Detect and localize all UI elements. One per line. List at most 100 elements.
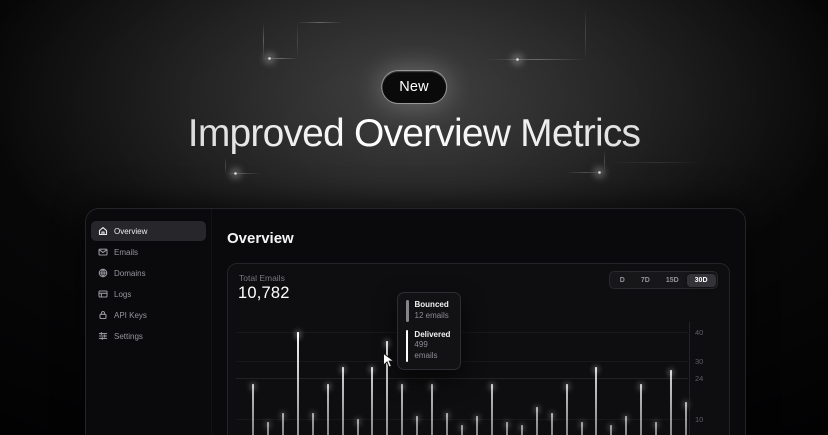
y-tick-label: 30	[695, 357, 704, 366]
chart-bar[interactable]	[685, 401, 687, 435]
bar-glow-tip	[505, 421, 508, 427]
chart-bar[interactable]	[461, 424, 463, 435]
chart-bar[interactable]	[266, 421, 269, 435]
decor-line	[225, 173, 261, 174]
y-tick-label: 40	[695, 328, 704, 337]
chart-bar[interactable]	[341, 366, 344, 435]
chart-bar[interactable]	[505, 421, 508, 435]
sidebar-nav: Overview Emails Domains Logs API Keys Setting…	[86, 221, 211, 346]
tooltip-value: 499 emails	[414, 340, 438, 361]
decor-glow-dot	[597, 170, 602, 175]
bar-glow-tip	[535, 407, 538, 413]
metric-label: Total Emails	[239, 273, 285, 283]
bar-glow-tip	[461, 424, 463, 430]
decor-line	[263, 58, 298, 59]
chart-bar-highlighted[interactable]	[386, 340, 389, 435]
tooltip-entry-bounced: Bounced 12 emails	[406, 300, 452, 322]
gridline	[236, 378, 688, 380]
chart-bar[interactable]	[670, 369, 672, 435]
decor-line	[565, 172, 605, 173]
decor-glow-dot	[267, 56, 272, 61]
sidebar-item-api-keys[interactable]: API Keys	[91, 305, 206, 325]
bar-glow-tip	[446, 413, 449, 419]
bar-glow-tip	[625, 416, 628, 422]
chart-bar[interactable]	[580, 421, 583, 435]
globe-icon	[98, 268, 108, 278]
y-tick-label: 10	[695, 415, 704, 424]
chart-bar[interactable]	[625, 416, 628, 435]
bar-glow-tip	[640, 384, 643, 390]
sliders-icon	[98, 332, 108, 340]
tooltip-entry-delivered: Delivered 499 emails	[406, 329, 452, 362]
bar-glow-tip	[670, 369, 672, 375]
chart-bar[interactable]	[416, 416, 419, 435]
logs-icon	[98, 290, 108, 298]
chart-bar[interactable]	[475, 416, 478, 435]
chart-bar[interactable]	[610, 424, 613, 435]
sidebar-item-overview[interactable]: Overview	[91, 221, 206, 241]
chart-bar[interactable]	[640, 384, 643, 435]
page-title: Overview	[227, 230, 294, 247]
chart-bar[interactable]	[281, 413, 284, 435]
range-option-15d[interactable]: 15D	[665, 276, 679, 284]
sidebar-item-settings[interactable]: Settings	[91, 326, 206, 346]
chart-bar[interactable]	[371, 366, 374, 435]
bar-glow-tip	[281, 413, 284, 419]
new-badge: New	[382, 71, 446, 103]
tooltip-indicator	[406, 329, 409, 362]
dashboard-window: Overview Emails Domains Logs API Keys Setting…	[85, 208, 746, 435]
chart-bar[interactable]	[252, 384, 254, 435]
chart-bar[interactable]	[431, 384, 434, 435]
gridline	[236, 361, 688, 362]
sidebar-item-emails[interactable]: Emails	[91, 242, 206, 262]
chart-bar[interactable]	[565, 384, 568, 435]
y-tick-label: 24	[695, 374, 704, 384]
bar-glow-tip	[326, 384, 329, 390]
chart-tooltip: Bounced 12 emails Delivered 499 emails	[397, 292, 461, 370]
home-icon	[98, 227, 108, 236]
bar-glow-tip	[490, 384, 493, 390]
sidebar-item-domains[interactable]: Domains	[91, 263, 206, 283]
chart-bar[interactable]	[311, 413, 314, 435]
bar-glow-tip	[520, 424, 523, 430]
chart-bar[interactable]	[326, 384, 329, 435]
chart-bar[interactable]	[550, 413, 553, 435]
hero-title: Improved Overview Metrics	[0, 112, 828, 156]
decor-line	[612, 162, 702, 163]
chart-bar[interactable]	[401, 384, 404, 435]
bar-glow-tip	[356, 419, 359, 424]
bar-glow-tip	[296, 332, 299, 337]
decor-line	[585, 8, 586, 60]
lock-icon	[99, 311, 107, 320]
bar-glow-tip	[266, 421, 269, 427]
sidebar-item-label: API Keys	[114, 310, 147, 320]
envelope-icon	[98, 248, 108, 256]
decor-line	[263, 22, 264, 59]
decor-line	[297, 22, 343, 23]
range-option-d[interactable]: D	[619, 276, 625, 284]
chart-bar[interactable]	[520, 424, 523, 435]
decor-line	[225, 157, 226, 174]
decor-glow-dot	[515, 57, 520, 62]
range-option-30d[interactable]: 30D	[686, 273, 716, 287]
bar-glow-tip	[655, 421, 658, 427]
bar-glow-tip	[252, 384, 254, 390]
chart-bar[interactable]	[490, 384, 493, 435]
chart-bar[interactable]	[356, 419, 359, 435]
tooltip-label: Delivered	[414, 329, 451, 339]
decor-line	[487, 59, 586, 60]
sidebar-item-logs[interactable]: Logs	[91, 284, 206, 304]
range-option-7d[interactable]: 7D	[640, 276, 650, 284]
chart-bar[interactable]	[535, 407, 538, 435]
tooltip-indicator	[406, 300, 409, 322]
chart-bar[interactable]	[595, 366, 598, 435]
tooltip-value: 12 emails	[414, 310, 449, 320]
bar-glow-tip	[416, 416, 419, 422]
sidebar-item-label: Emails	[114, 247, 139, 257]
chart-bar[interactable]	[296, 332, 299, 435]
bar-glow-tip	[565, 384, 568, 390]
mouse-cursor	[383, 352, 396, 368]
chart-bar[interactable]	[655, 421, 658, 435]
chart-bar[interactable]	[446, 413, 449, 435]
